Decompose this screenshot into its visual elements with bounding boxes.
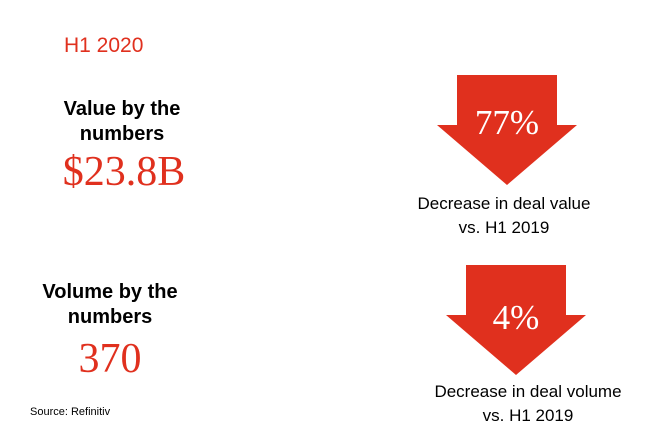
- volume-label-line2: numbers: [67, 306, 153, 328]
- volume-change-desc-line1: Decrease in deal volume: [434, 382, 622, 401]
- volume-change-description: Decrease in deal volume vs. H1 2019: [398, 380, 655, 428]
- volume-label-line1: Volume by the: [42, 281, 178, 303]
- source-note: Source: Refinitiv: [30, 406, 111, 418]
- volume-change-desc-line2: vs. H1 2019: [482, 406, 574, 425]
- volume-amount: 370: [78, 336, 142, 382]
- volume-change-percent: 4%: [492, 298, 540, 337]
- value-change-percent: 77%: [474, 103, 540, 142]
- value-label: Value by the numbers: [22, 97, 222, 147]
- down-arrow-icon: [446, 265, 586, 375]
- value-label-line2: numbers: [79, 123, 165, 145]
- value-amount: $23.8B: [62, 149, 186, 195]
- down-arrow-icon: [437, 75, 577, 185]
- value-change-description: Decrease in deal value vs. H1 2019: [374, 192, 634, 240]
- value-label-line1: Value by the: [63, 98, 181, 120]
- volume-label: Volume by the numbers: [10, 280, 210, 330]
- period-title: H1 2020: [64, 34, 144, 57]
- value-change-desc-line1: Decrease in deal value: [417, 194, 591, 213]
- value-change-desc-line2: vs. H1 2019: [458, 218, 550, 237]
